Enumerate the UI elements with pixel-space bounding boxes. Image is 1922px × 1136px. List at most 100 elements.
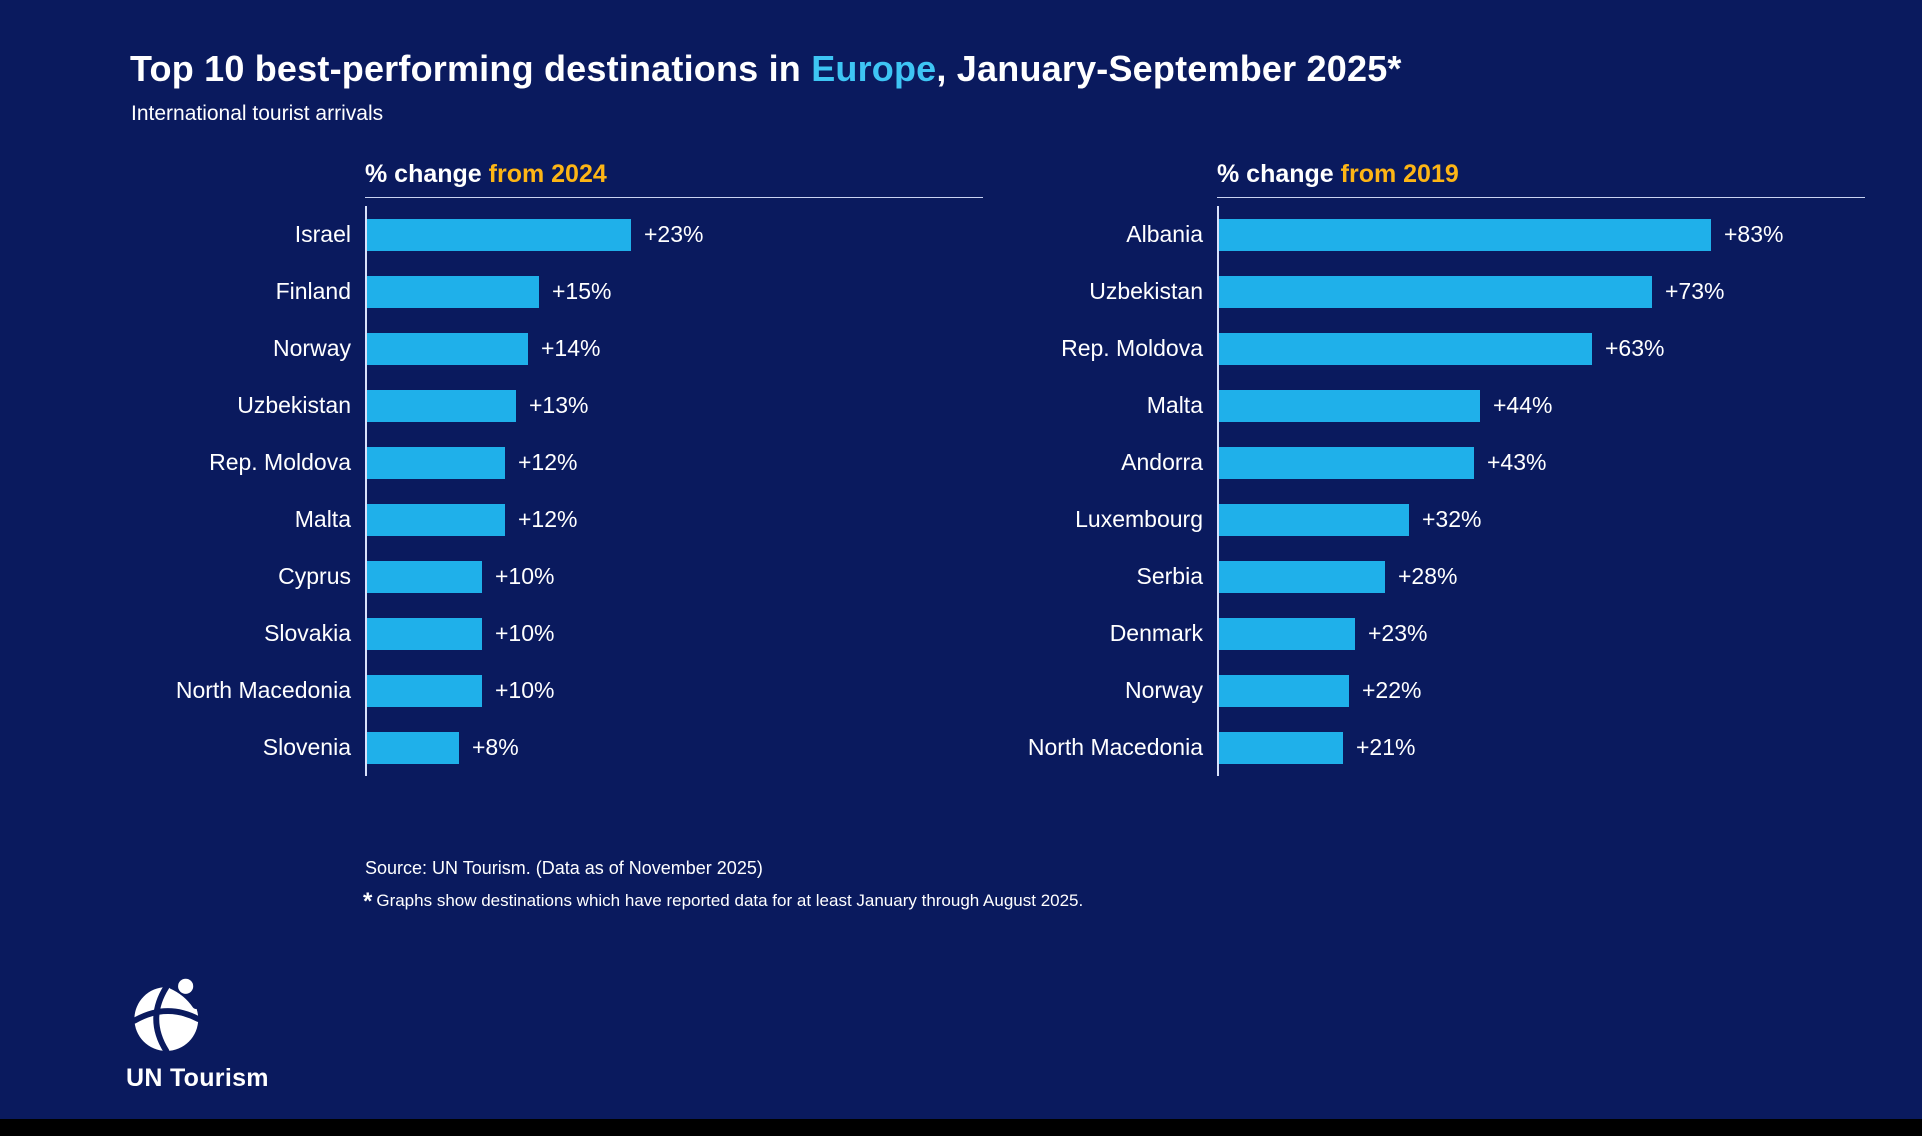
bar-value: +12%	[518, 449, 578, 475]
page-subtitle: International tourist arrivals	[131, 102, 384, 125]
bar	[367, 731, 459, 764]
chart-header-rule	[365, 197, 983, 198]
bar	[367, 560, 482, 593]
bar-label: Norway	[1125, 677, 1203, 703]
bar-value: +8%	[472, 734, 519, 760]
bar-cell: +13%	[365, 377, 990, 434]
bar-cell: +15%	[365, 263, 990, 320]
bar-cell: +21%	[1217, 719, 1895, 776]
bar-cell: +63%	[1217, 320, 1895, 377]
bar-value: +23%	[644, 221, 704, 247]
bar-row: Malta +44%	[1005, 377, 1895, 434]
bar	[1219, 218, 1711, 251]
chart-header-rule	[1217, 197, 1865, 198]
bar-row: Slovakia +10%	[160, 605, 990, 662]
bar-value: +73%	[1665, 278, 1725, 304]
bar-label: Malta	[1146, 392, 1203, 418]
title-region: Europe	[811, 48, 937, 89]
bar-cell: +10%	[365, 605, 990, 662]
chart-rows: Albania +83% Uzbekistan +73% Rep. Moldova +63…	[1005, 206, 1895, 776]
bar-row: Finland +15%	[160, 263, 990, 320]
bar-label: Uzbekistan	[1089, 278, 1203, 304]
bar-row: North Macedonia +10%	[160, 662, 990, 719]
bar	[1219, 731, 1343, 764]
bar-cell: +73%	[1217, 263, 1895, 320]
bar	[367, 332, 528, 365]
bar-row: Slovenia +8%	[160, 719, 990, 776]
bar-label: Slovenia	[262, 734, 351, 760]
chart-rows: Israel +23% Finland +15% Norway +14% Uzbekista…	[160, 206, 990, 776]
bar-label: North Macedonia	[1027, 734, 1203, 760]
bar-value: +12%	[518, 506, 578, 532]
footnote: * Graphs show destinations which have rep…	[363, 888, 1083, 916]
bar-cell: +28%	[1217, 548, 1895, 605]
bar-cell: +8%	[365, 719, 990, 776]
bar	[367, 275, 539, 308]
un-tourism-logo-text: UN Tourism	[126, 1064, 269, 1092]
bar-value: +10%	[495, 620, 555, 646]
bar-row: Denmark +23%	[1005, 605, 1895, 662]
bar-label: Cyprus	[278, 563, 351, 589]
bar-label: Serbia	[1136, 563, 1203, 589]
bar-row: Luxembourg +32%	[1005, 491, 1895, 548]
bar-label: North Macedonia	[175, 677, 351, 703]
bar-value: +83%	[1724, 221, 1784, 247]
bar-label: Malta	[294, 506, 351, 532]
bar-cell: +43%	[1217, 434, 1895, 491]
bar-cell: +10%	[365, 662, 990, 719]
bar-cell: +32%	[1217, 491, 1895, 548]
bar-label: Israel	[294, 221, 351, 247]
bar-value: +63%	[1605, 335, 1665, 361]
bar-row: Albania +83%	[1005, 206, 1895, 263]
bar-value: +21%	[1356, 734, 1416, 760]
chart-title-prefix: % change	[1217, 160, 1341, 188]
bar-row: Norway +14%	[160, 320, 990, 377]
un-tourism-logo-icon	[131, 978, 202, 1054]
bottom-strip	[0, 1119, 1922, 1136]
bar-row: Uzbekistan +13%	[160, 377, 990, 434]
bar-value: +44%	[1493, 392, 1553, 418]
bar-label: Albania	[1126, 221, 1203, 247]
bar-label: Uzbekistan	[237, 392, 351, 418]
bar-value: +22%	[1362, 677, 1422, 703]
bar-label: Andorra	[1121, 449, 1203, 475]
bar-value: +15%	[552, 278, 612, 304]
chart-pct-change-from-2019: % change from 2019 Albania +83% Uzbekistan…	[1005, 160, 1895, 776]
bar-row: Andorra +43%	[1005, 434, 1895, 491]
bar-label: Norway	[273, 335, 351, 361]
bar-cell: +12%	[365, 434, 990, 491]
page-title: Top 10 best-performing destinations in E…	[130, 48, 1402, 90]
chart-pct-change-from-2024: % change from 2024 Israel +23% Finland +15%…	[160, 160, 990, 776]
bar-cell: +12%	[365, 491, 990, 548]
bar	[1219, 275, 1652, 308]
bar-label: Denmark	[1109, 620, 1203, 646]
bar-label: Finland	[275, 278, 351, 304]
bar-value: +43%	[1487, 449, 1547, 475]
bar-cell: +22%	[1217, 662, 1895, 719]
bar-value: +14%	[541, 335, 601, 361]
bar-row: North Macedonia +21%	[1005, 719, 1895, 776]
bar	[367, 674, 482, 707]
bar-cell: +14%	[365, 320, 990, 377]
bar-value: +13%	[529, 392, 589, 418]
bar-label: Rep. Moldova	[1061, 335, 1203, 361]
bar-value: +32%	[1422, 506, 1482, 532]
bar-cell: +44%	[1217, 377, 1895, 434]
chart-title: % change from 2019	[1005, 160, 1895, 191]
bar-row: Rep. Moldova +63%	[1005, 320, 1895, 377]
bar	[1219, 389, 1480, 422]
bar	[1219, 617, 1355, 650]
un-tourism-logo-block: UN Tourism	[126, 972, 326, 1093]
bar	[1219, 560, 1385, 593]
bar	[1219, 332, 1592, 365]
chart-title-highlight: from 2024	[488, 160, 607, 188]
bar	[367, 617, 482, 650]
chart-title-prefix: % change	[365, 160, 489, 188]
bar-label: Rep. Moldova	[209, 449, 351, 475]
chart-title-highlight: from 2019	[1340, 160, 1459, 188]
bar-value: +23%	[1368, 620, 1428, 646]
bar	[1219, 503, 1409, 536]
bar-label: Slovakia	[264, 620, 351, 646]
footnote-text: Graphs show destinations which have repo…	[376, 891, 1084, 910]
bar-cell: +10%	[365, 548, 990, 605]
